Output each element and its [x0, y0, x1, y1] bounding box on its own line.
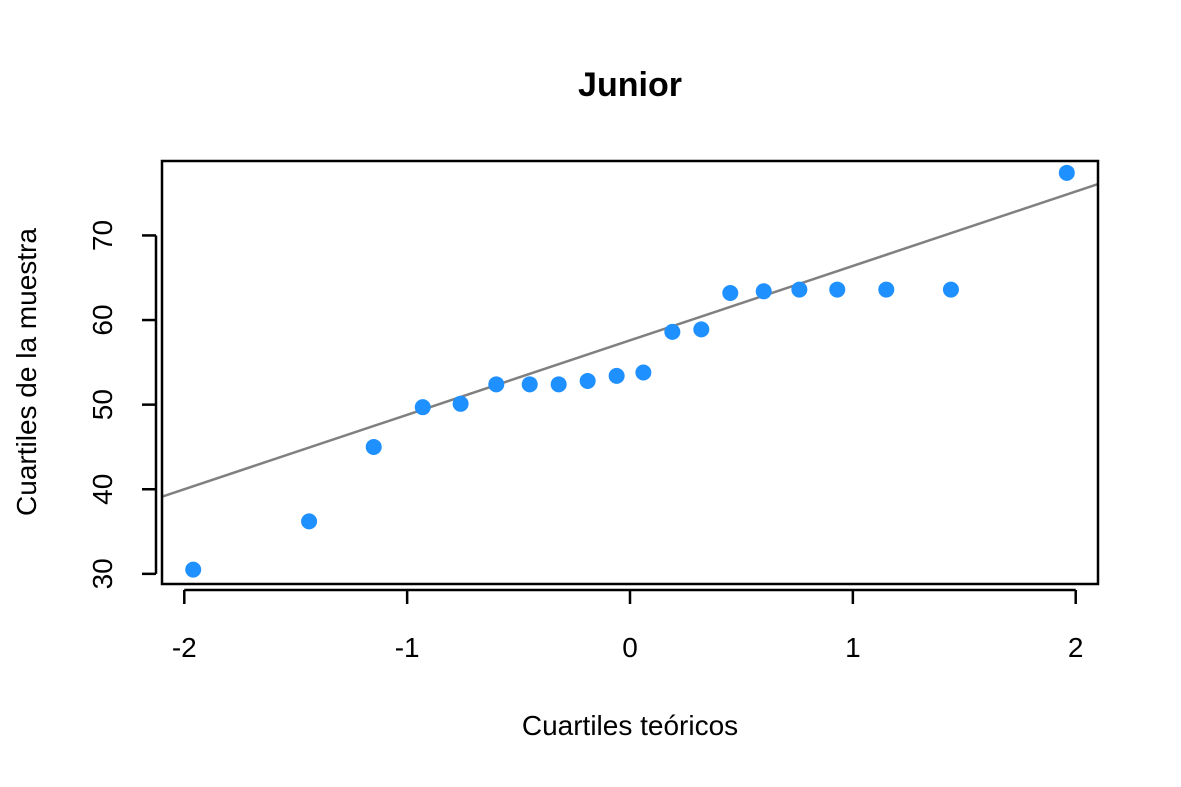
data-point-15	[755, 283, 772, 300]
reference-line-layer	[162, 182, 1098, 498]
data-point-8	[550, 376, 567, 393]
data-point-3	[365, 438, 382, 455]
data-point-6	[488, 376, 505, 393]
data-point-1	[185, 561, 202, 578]
data-point-5	[452, 395, 469, 412]
data-point-20	[1058, 164, 1075, 181]
data-point-4	[414, 399, 431, 416]
data-point-2	[301, 513, 318, 530]
chart-title: Junior	[578, 66, 682, 104]
data-point-16	[791, 281, 808, 298]
y-axis-label: Cuartiles de la muestra	[11, 228, 42, 516]
y-tick-label: 70	[87, 220, 118, 251]
x-tick-label: 2	[1068, 632, 1084, 663]
data-point-13	[693, 321, 710, 338]
y-tick-label: 40	[87, 474, 118, 505]
qq-reference-line	[162, 182, 1098, 498]
x-axis: -2 -1 0 1 2	[172, 588, 1084, 663]
data-point-12	[664, 323, 681, 340]
data-point-9	[579, 372, 596, 389]
x-tick-label: -2	[172, 632, 197, 663]
data-point-19	[942, 281, 959, 298]
data-point-11	[635, 364, 652, 381]
data-point-10	[608, 367, 625, 384]
x-tick-label: -1	[395, 632, 420, 663]
plot-frame	[160, 159, 1100, 586]
x-tick-label: 1	[845, 632, 861, 663]
points-layer	[185, 164, 1075, 578]
y-axis: 30 40 50 60 70	[87, 220, 158, 589]
data-point-17	[829, 281, 846, 298]
data-point-7	[521, 376, 538, 393]
y-tick-label: 60	[87, 304, 118, 335]
data-point-18	[878, 281, 895, 298]
data-point-14	[722, 284, 739, 301]
x-tick-label: 0	[622, 632, 638, 663]
y-tick-label: 30	[87, 558, 118, 589]
y-tick-label: 50	[87, 389, 118, 420]
x-axis-label: Cuartiles teóricos	[522, 710, 738, 741]
